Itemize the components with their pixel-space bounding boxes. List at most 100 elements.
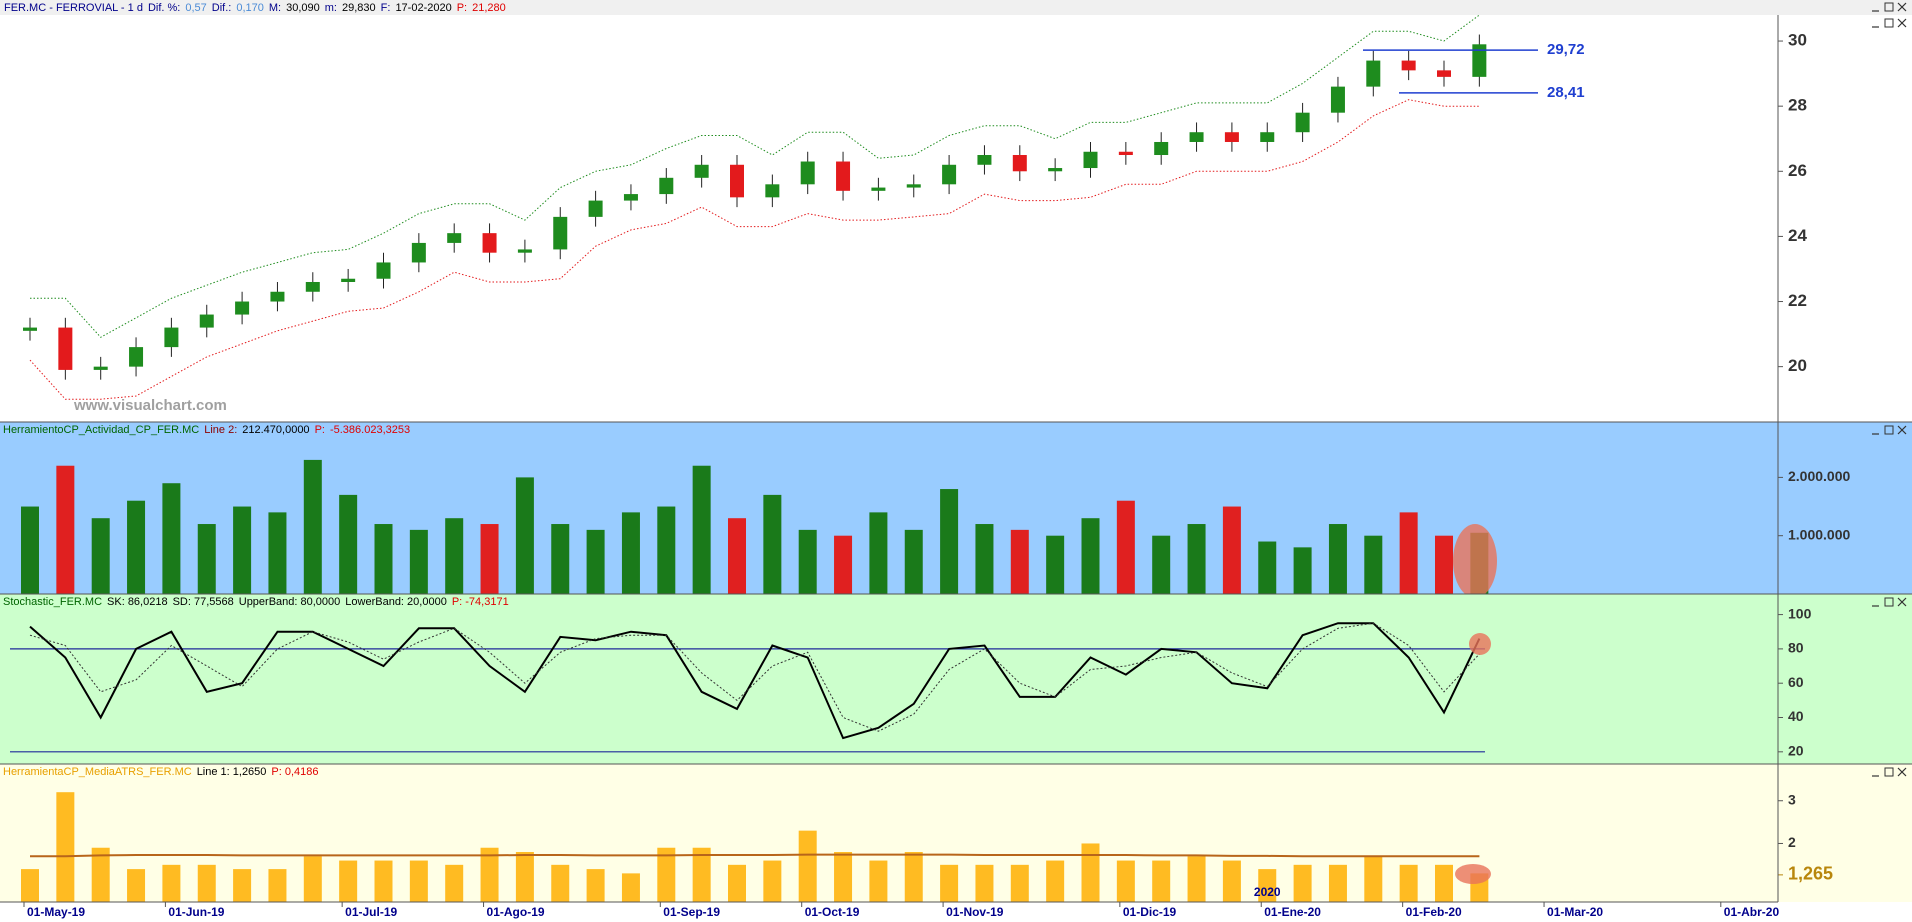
info-segment: F: (381, 2, 391, 14)
bar (91, 847, 110, 902)
candle-body (1118, 151, 1133, 156)
y-tick-label: 40 (1788, 708, 1804, 724)
info-segment: 21,280 (472, 2, 506, 14)
highlight (1453, 524, 1497, 598)
info-segment: 0,170 (236, 2, 264, 14)
bar (1046, 535, 1065, 594)
candle-body (659, 177, 674, 195)
bar (621, 512, 640, 594)
bar (798, 830, 817, 902)
x-tick-label: 01-Feb-20 (1406, 905, 1462, 919)
bar (445, 864, 464, 902)
series-line (29, 622, 1481, 740)
candle-body (58, 327, 73, 370)
candle-body (411, 242, 426, 263)
series-line (30, 853, 1480, 858)
watermark: www.visualchart.com (73, 397, 227, 414)
y-tick-label: 100 (1788, 605, 1812, 621)
bar (233, 869, 252, 902)
bar (1364, 856, 1383, 902)
info-segment: 29,830 (342, 2, 376, 14)
bar (1081, 843, 1100, 902)
bar (56, 792, 75, 902)
bar (1116, 500, 1135, 594)
close-button (1897, 597, 1907, 607)
bar (515, 852, 534, 902)
info-segment: Line 1: 1,2650 (197, 766, 267, 778)
panel-background (0, 594, 1912, 764)
info-segment: Stochastic_FER.MC (3, 596, 102, 608)
bar (445, 518, 464, 594)
bar (657, 506, 676, 594)
y-tick-label: 3 (1788, 791, 1796, 807)
info-segment: 0,57 (185, 2, 206, 14)
candle-body (1295, 112, 1310, 133)
y-tick-label: 2 (1788, 834, 1796, 850)
x-tick-label: 01-Ene-20 (1264, 905, 1321, 919)
candle-body (1260, 132, 1275, 142)
candle-body (1330, 86, 1345, 113)
bar (127, 869, 146, 902)
y-tick-label: 20 (1788, 743, 1804, 759)
candle-body (1366, 60, 1381, 87)
candle-body (305, 281, 320, 292)
bar (586, 529, 605, 594)
bar (1435, 535, 1453, 594)
y-tick-label: 80 (1788, 640, 1804, 656)
bar (1010, 529, 1029, 594)
candle-body (447, 233, 462, 243)
bar (339, 494, 358, 594)
panel-background (0, 15, 1912, 422)
bar (1399, 864, 1418, 902)
candle-body (836, 161, 851, 191)
candle-body (1401, 60, 1416, 71)
y-tick-label: 30 (1788, 31, 1807, 50)
candle-body (376, 262, 391, 279)
bar (1293, 547, 1312, 594)
bar (763, 860, 782, 902)
info-segment: 212.470,0000 (242, 424, 309, 436)
candle-body (765, 184, 780, 198)
bar (975, 864, 994, 902)
x-tick-label: 01-Ago-19 (487, 905, 545, 919)
bar (869, 512, 888, 594)
maximize-button (1884, 597, 1894, 607)
candle-body (623, 194, 638, 201)
bar (409, 860, 428, 902)
bar (268, 869, 287, 902)
bar (1364, 535, 1383, 594)
info-segment: HerramientaCP_MediaATRS_FER.MC (3, 766, 192, 778)
candle-body (23, 327, 37, 331)
x-tick-label: 01-Oct-19 (805, 905, 860, 919)
info-segment: P: 0,4186 (271, 766, 318, 778)
close-button (1897, 425, 1907, 435)
info-segment: m: (325, 2, 337, 14)
info-segment: Line 2: (204, 424, 237, 436)
bar (374, 860, 393, 902)
info-segment: LowerBand: 20,0000 (345, 596, 447, 608)
panel-info: HerramientaCP_MediaATRS_FER.MC Line 1: 1,… (3, 766, 319, 778)
series-line (29, 99, 1480, 400)
bar (1152, 860, 1171, 902)
bar (1258, 541, 1277, 594)
candle-body (129, 347, 144, 367)
bar (162, 864, 181, 902)
highlight (1469, 633, 1491, 655)
y-tick-label: 22 (1788, 291, 1807, 310)
bar (1328, 864, 1347, 902)
candle-body (1224, 132, 1239, 142)
bar (551, 864, 570, 902)
bar (1222, 506, 1241, 594)
candle-body (871, 187, 886, 191)
candle-body (1012, 155, 1027, 172)
panel-info: HerramientoCP_Actividad_CP_FER.MC Line 2:… (3, 424, 410, 436)
bar (409, 529, 428, 594)
date-axis-background (0, 902, 1912, 922)
candle-body (1048, 168, 1063, 172)
bar (127, 500, 146, 594)
info-segment: SD: 77,5568 (173, 596, 234, 608)
bar (1435, 864, 1453, 902)
candle-body (482, 233, 497, 253)
bar (1293, 864, 1312, 902)
year-label: 2020 (1254, 885, 1281, 899)
